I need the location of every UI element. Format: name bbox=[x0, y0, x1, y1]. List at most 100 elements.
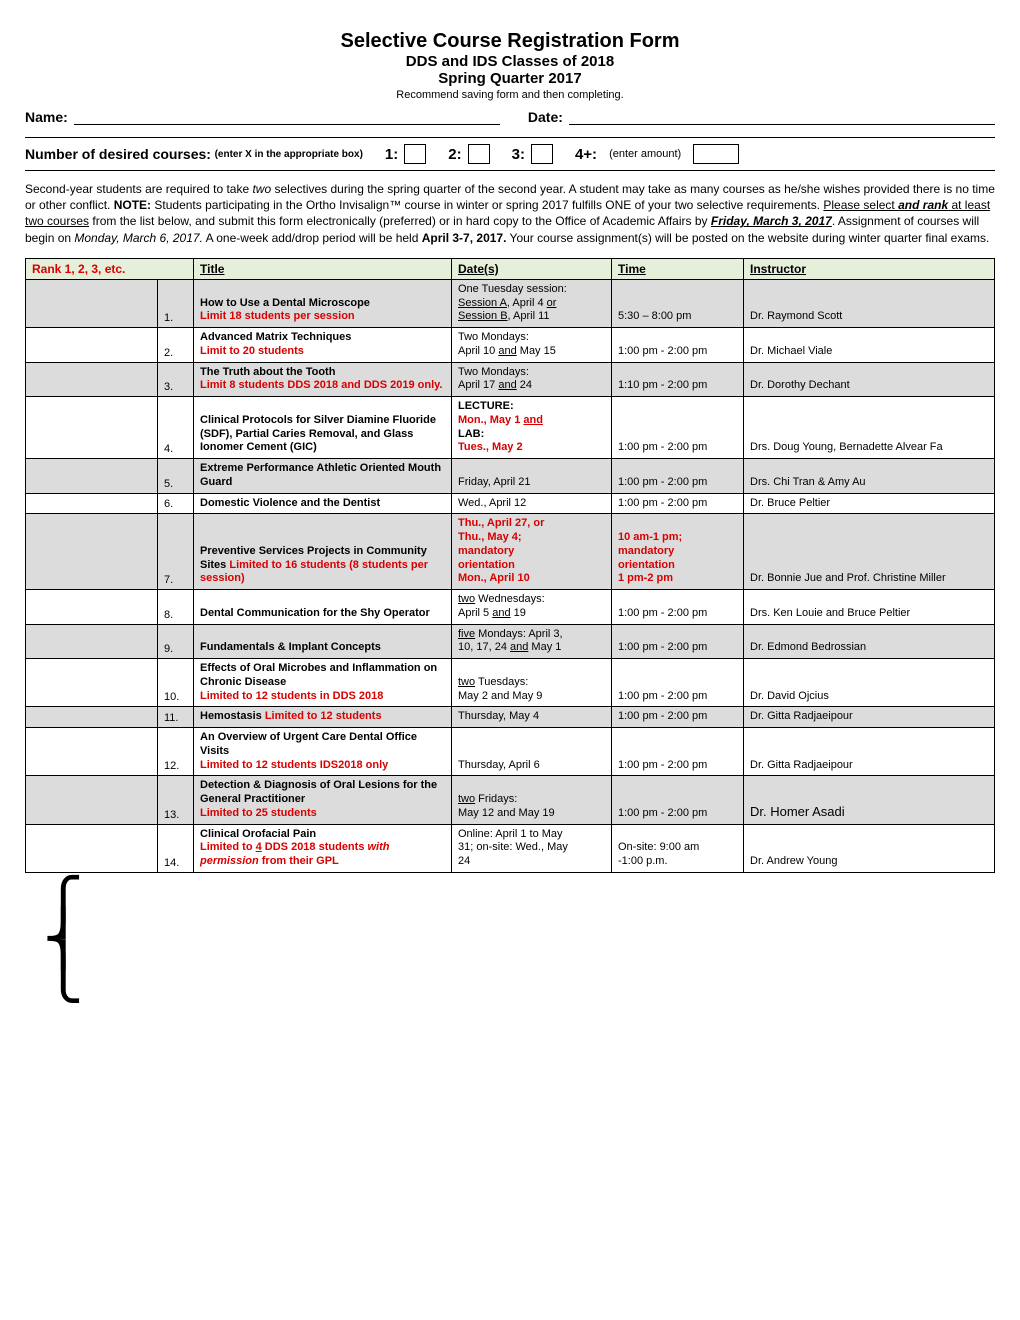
course-date-cell: Thursday, May 4 bbox=[452, 707, 612, 728]
col-date: Date(s) bbox=[452, 258, 612, 279]
course-title-cell: Dental Communication for the Shy Operato… bbox=[194, 590, 452, 625]
table-row: 5.Extreme Performance Athletic Oriented … bbox=[26, 459, 995, 494]
label-1: 1: bbox=[385, 146, 398, 163]
col-title: Title bbox=[194, 258, 452, 279]
instructions-paragraph: Second-year students are required to tak… bbox=[25, 181, 995, 246]
rank-input-cell[interactable] bbox=[26, 397, 158, 459]
checkbox-3[interactable] bbox=[531, 144, 553, 164]
row-number: 11. bbox=[158, 707, 194, 728]
table-row: 9.Fundamentals & Implant Conceptsfive Mo… bbox=[26, 624, 995, 659]
row-number: 6. bbox=[158, 493, 194, 514]
course-time-cell: On-site: 9:00 am-1:00 p.m. bbox=[612, 824, 744, 872]
course-title-cell: Hemostasis Limited to 12 students bbox=[194, 707, 452, 728]
course-time-cell: 1:00 pm - 2:00 pm bbox=[612, 459, 744, 494]
course-time-cell: 1:00 pm - 2:00 pm bbox=[612, 624, 744, 659]
course-time-cell: 1:00 pm - 2:00 pm bbox=[612, 776, 744, 824]
row-number: 5. bbox=[158, 459, 194, 494]
name-label: Name: bbox=[25, 109, 74, 125]
course-instructor-cell: Dr. David Ojcius bbox=[744, 659, 995, 707]
rank-input-cell[interactable] bbox=[26, 493, 158, 514]
row-number: 2. bbox=[158, 328, 194, 363]
course-title-cell: Clinical Orofacial PainLimited to 4 DDS … bbox=[194, 824, 452, 872]
course-instructor-cell: Dr. Dorothy Dechant bbox=[744, 362, 995, 397]
rank-input-cell[interactable] bbox=[26, 459, 158, 494]
row-number: 13. bbox=[158, 776, 194, 824]
label-3: 3: bbox=[512, 146, 525, 163]
course-time-cell: 1:00 pm - 2:00 pm bbox=[612, 659, 744, 707]
table-header-row: Rank 1, 2, 3, etc. Title Date(s) Time In… bbox=[26, 258, 995, 279]
label-4plus: 4+: bbox=[575, 146, 597, 163]
desired-hint: (enter X in the appropriate box) bbox=[215, 149, 363, 160]
course-date-cell: Friday, April 21 bbox=[452, 459, 612, 494]
rank-input-cell[interactable] bbox=[26, 328, 158, 363]
row-number: 8. bbox=[158, 590, 194, 625]
rank-input-cell[interactable] bbox=[26, 659, 158, 707]
course-title-cell: Extreme Performance Athletic Oriented Mo… bbox=[194, 459, 452, 494]
name-input[interactable] bbox=[74, 107, 500, 125]
course-title-cell: An Overview of Urgent Care Dental Office… bbox=[194, 728, 452, 776]
course-title-cell: Fundamentals & Implant Concepts bbox=[194, 624, 452, 659]
curly-brace-decoration: ⎧⎨⎩ bbox=[25, 891, 995, 988]
title-sub2: Spring Quarter 2017 bbox=[25, 70, 995, 87]
course-title-cell: How to Use a Dental MicroscopeLimit 18 s… bbox=[194, 279, 452, 327]
table-row: 2.Advanced Matrix TechniquesLimit to 20 … bbox=[26, 328, 995, 363]
courses-table: Rank 1, 2, 3, etc. Title Date(s) Time In… bbox=[25, 258, 995, 873]
course-time-cell: 5:30 – 8:00 pm bbox=[612, 279, 744, 327]
course-date-cell: Online: April 1 to May31; on-site: Wed.,… bbox=[452, 824, 612, 872]
course-time-cell: 1:00 pm - 2:00 pm bbox=[612, 328, 744, 363]
rank-input-cell[interactable] bbox=[26, 362, 158, 397]
table-row: 1.How to Use a Dental MicroscopeLimit 18… bbox=[26, 279, 995, 327]
course-date-cell: One Tuesday session:Session A, April 4 o… bbox=[452, 279, 612, 327]
rank-input-cell[interactable] bbox=[26, 776, 158, 824]
course-date-cell: five Mondays: April 3,10, 17, 24 and May… bbox=[452, 624, 612, 659]
course-date-cell: two Fridays:May 12 and May 19 bbox=[452, 776, 612, 824]
course-instructor-cell: Drs. Ken Louie and Bruce Peltier bbox=[744, 590, 995, 625]
row-number: 12. bbox=[158, 728, 194, 776]
course-title-cell: Clinical Protocols for Silver Diamine Fl… bbox=[194, 397, 452, 459]
table-row: 6.Domestic Violence and the DentistWed.,… bbox=[26, 493, 995, 514]
table-row: 8.Dental Communication for the Shy Opera… bbox=[26, 590, 995, 625]
course-instructor-cell: Dr. Bruce Peltier bbox=[744, 493, 995, 514]
course-instructor-cell: Dr. Edmond Bedrossian bbox=[744, 624, 995, 659]
course-time-cell: 10 am-1 pm;mandatoryorientation1 pm-2 pm bbox=[612, 514, 744, 590]
col-time: Time bbox=[612, 258, 744, 279]
course-date-cell: Wed., April 12 bbox=[452, 493, 612, 514]
row-number: 3. bbox=[158, 362, 194, 397]
course-time-cell: 1:10 pm - 2:00 pm bbox=[612, 362, 744, 397]
course-instructor-cell: Drs. Chi Tran & Amy Au bbox=[744, 459, 995, 494]
col-instructor: Instructor bbox=[744, 258, 995, 279]
desired-courses-row: Number of desired courses: (enter X in t… bbox=[25, 137, 995, 171]
enter-amount-label: (enter amount) bbox=[609, 148, 681, 160]
course-date-cell: Two Mondays:April 17 and 24 bbox=[452, 362, 612, 397]
date-label: Date: bbox=[528, 109, 569, 125]
course-title-cell: Effects of Oral Microbes and Inflammatio… bbox=[194, 659, 452, 707]
table-row: 11.Hemostasis Limited to 12 studentsThur… bbox=[26, 707, 995, 728]
rank-input-cell[interactable] bbox=[26, 624, 158, 659]
course-time-cell: 1:00 pm - 2:00 pm bbox=[612, 493, 744, 514]
desired-label: Number of desired courses: bbox=[25, 146, 211, 162]
amount-input[interactable] bbox=[693, 144, 739, 164]
table-row: 4.Clinical Protocols for Silver Diamine … bbox=[26, 397, 995, 459]
date-input[interactable] bbox=[569, 107, 995, 125]
course-date-cell: two Tuesdays:May 2 and May 9 bbox=[452, 659, 612, 707]
rank-input-cell[interactable] bbox=[26, 728, 158, 776]
course-instructor-cell: Dr. Michael Viale bbox=[744, 328, 995, 363]
rank-input-cell[interactable] bbox=[26, 590, 158, 625]
course-date-cell: Thursday, April 6 bbox=[452, 728, 612, 776]
checkbox-1[interactable] bbox=[404, 144, 426, 164]
rank-input-cell[interactable] bbox=[26, 279, 158, 327]
table-row: 13.Detection & Diagnosis of Oral Lesions… bbox=[26, 776, 995, 824]
course-time-cell: 1:00 pm - 2:00 pm bbox=[612, 728, 744, 776]
label-2: 2: bbox=[448, 146, 461, 163]
table-row: 7.Preventive Services Projects in Commun… bbox=[26, 514, 995, 590]
row-number: 1. bbox=[158, 279, 194, 327]
row-number: 7. bbox=[158, 514, 194, 590]
rank-input-cell[interactable] bbox=[26, 824, 158, 872]
title-sub1: DDS and IDS Classes of 2018 bbox=[25, 53, 995, 70]
rank-input-cell[interactable] bbox=[26, 707, 158, 728]
course-title-cell: Preventive Services Projects in Communit… bbox=[194, 514, 452, 590]
checkbox-2[interactable] bbox=[468, 144, 490, 164]
rank-input-cell[interactable] bbox=[26, 514, 158, 590]
table-row: 14.Clinical Orofacial PainLimited to 4 D… bbox=[26, 824, 995, 872]
row-number: 9. bbox=[158, 624, 194, 659]
